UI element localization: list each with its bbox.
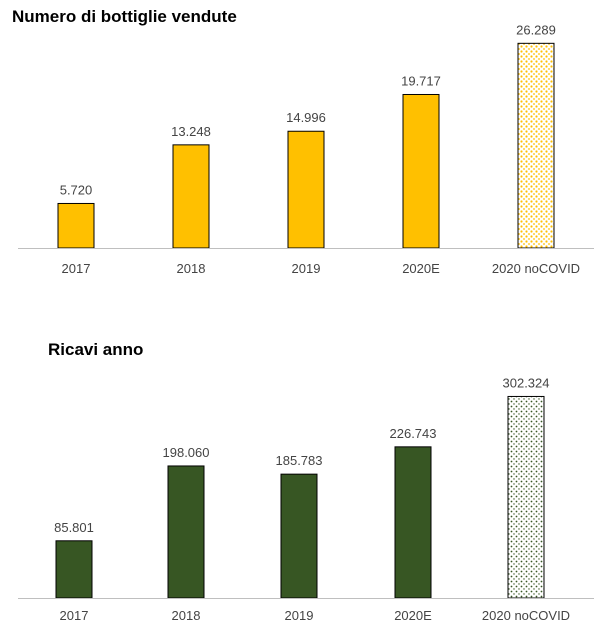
bar-projected bbox=[517, 42, 555, 249]
bottles-sold-chart: Numero di bottiglie vendute 5.720 2017 13.… bbox=[12, 7, 594, 276]
bar bbox=[55, 540, 93, 599]
bar bbox=[394, 446, 432, 599]
x-tick-label: 2018 bbox=[177, 261, 206, 276]
x-tick-label: 2017 bbox=[62, 261, 91, 276]
x-tick-label: 2019 bbox=[285, 608, 314, 623]
x-tick-label: 2020 noCOVID bbox=[492, 261, 580, 276]
x-tick-label: 2020 noCOVID bbox=[482, 608, 570, 623]
bar bbox=[172, 144, 210, 249]
x-tick-label: 2018 bbox=[172, 608, 201, 623]
data-label: 302.324 bbox=[503, 375, 550, 390]
x-tick-label: 2020E bbox=[402, 261, 440, 276]
data-label: 14.996 bbox=[286, 110, 326, 125]
data-label: 26.289 bbox=[516, 22, 556, 37]
annual-revenue-chart: Ricavi anno 85.801 2017 198.060 2018 185.783… bbox=[18, 340, 594, 623]
data-label: 5.720 bbox=[60, 182, 93, 197]
data-label: 19.717 bbox=[401, 73, 441, 88]
bar bbox=[167, 465, 205, 599]
data-label: 198.060 bbox=[163, 445, 210, 460]
data-label: 85.801 bbox=[54, 520, 94, 535]
x-tick-label: 2017 bbox=[60, 608, 89, 623]
data-label: 226.743 bbox=[390, 426, 437, 441]
bar bbox=[287, 130, 325, 249]
bar bbox=[402, 93, 440, 249]
x-tick-label: 2020E bbox=[394, 608, 432, 623]
chart-title: Numero di bottiglie vendute bbox=[12, 7, 237, 26]
bar bbox=[280, 473, 318, 599]
bar bbox=[57, 202, 95, 249]
chart-title: Ricavi anno bbox=[48, 340, 143, 359]
x-tick-label: 2019 bbox=[292, 261, 321, 276]
data-label: 13.248 bbox=[171, 124, 211, 139]
data-label: 185.783 bbox=[276, 453, 323, 468]
bar-projected bbox=[507, 395, 545, 599]
